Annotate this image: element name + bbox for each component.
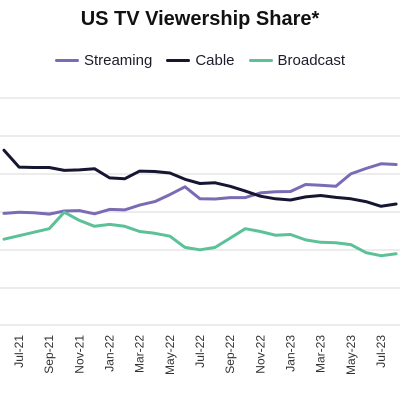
series-line-streaming	[2, 162, 398, 216]
x-tick-label: May-23	[344, 335, 358, 375]
legend-label-broadcast: Broadcast	[277, 52, 346, 69]
legend-item-broadcast: Broadcast	[248, 52, 346, 69]
x-tick-label: Nov-22	[253, 335, 267, 374]
legend-label-streaming: Streaming	[83, 52, 153, 69]
x-tick-label: Jul-23	[374, 335, 388, 368]
legend-item-cable: Cable	[166, 52, 235, 69]
legend-label-cable: Cable	[195, 52, 235, 69]
series-line-cable	[2, 148, 398, 208]
x-tick-label: Nov-21	[72, 335, 86, 374]
x-tick-label: Jul-21	[12, 335, 26, 368]
x-tick-label: Jan-22	[103, 335, 117, 372]
legend-item-streaming: Streaming	[54, 52, 153, 69]
x-tick-label: Mar-23	[314, 335, 328, 373]
x-tick-label: Jan-23	[284, 335, 298, 372]
x-tick-label: Mar-22	[133, 335, 147, 373]
series-line-broadcast	[2, 210, 398, 258]
chart-legend: Streaming Cable Broadcast	[0, 52, 400, 69]
legend-swatch-cable	[166, 59, 191, 62]
chart-title: US TV Viewership Share*	[80, 8, 320, 30]
x-tick-label: Sep-22	[223, 335, 237, 374]
legend-swatch-broadcast	[248, 59, 273, 62]
legend-swatch-streaming	[54, 59, 79, 62]
x-tick-label: Jul-22	[193, 335, 207, 368]
x-tick-label: May-22	[163, 335, 177, 375]
x-tick-label: Sep-21	[42, 335, 56, 374]
